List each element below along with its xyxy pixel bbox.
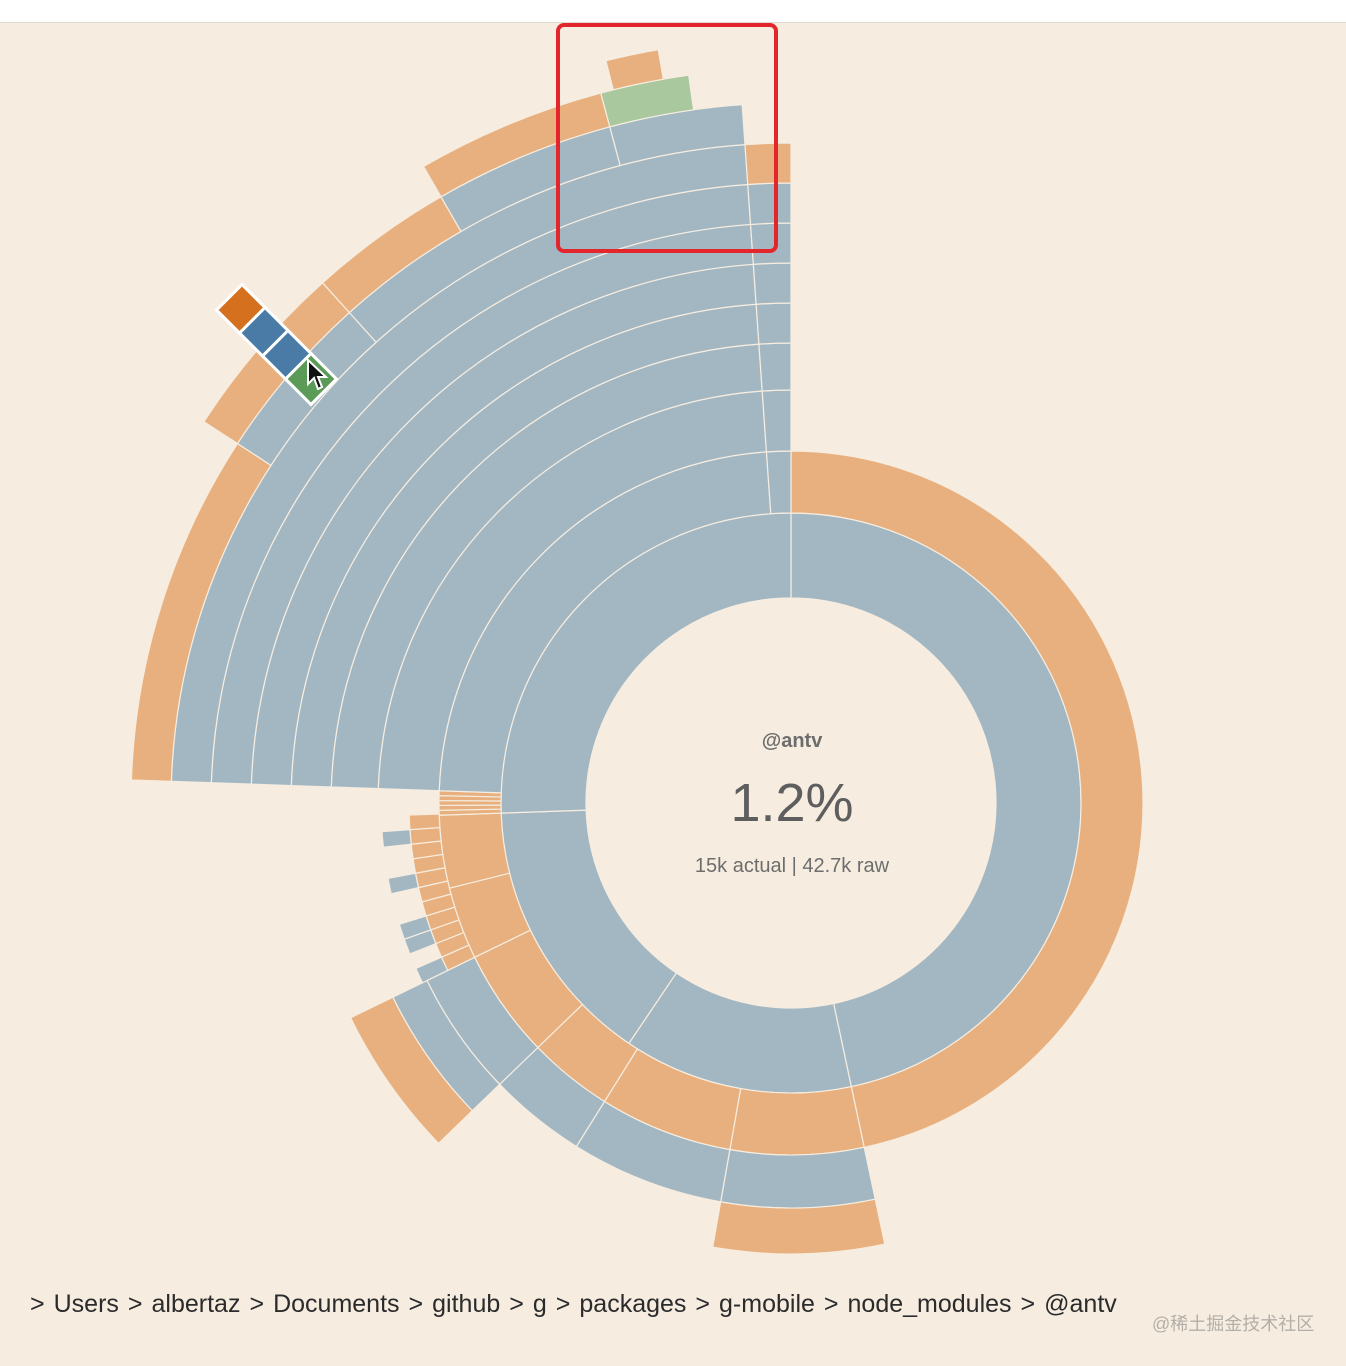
sunburst-overlay	[214, 23, 778, 407]
ring5-file-segment[interactable]	[349, 996, 474, 1145]
ring3-dir-segment[interactable]	[719, 1146, 876, 1209]
outer-file-segment[interactable]	[744, 142, 792, 186]
deep-dir-segment[interactable]	[761, 389, 792, 453]
breadcrumb: > Users > albertaz > Documents > github > g > packa…	[30, 1290, 1126, 1319]
window-top-bar	[0, 0, 1346, 23]
breadcrumb-separator: >	[127, 1290, 143, 1318]
breadcrumb-separator: >	[249, 1290, 265, 1318]
breadcrumb-item[interactable]: albertaz	[151, 1290, 241, 1318]
breadcrumb-item[interactable]: github	[432, 1290, 501, 1318]
breadcrumb-separator: >	[1020, 1290, 1036, 1318]
breadcrumb-separator: >	[408, 1290, 424, 1318]
ring3-file-segment[interactable]	[409, 826, 442, 845]
selection-box	[556, 23, 778, 253]
ring2-dir-segment[interactable]	[765, 450, 792, 515]
watermark: @稀土掘金技术社区	[1152, 1314, 1315, 1334]
breadcrumb-item[interactable]: Documents	[273, 1290, 400, 1318]
breadcrumb-item[interactable]: Users	[53, 1290, 119, 1318]
sunburst-arcs	[130, 48, 1144, 1255]
breadcrumb-item[interactable]: g	[532, 1290, 547, 1318]
breadcrumb-separator: >	[509, 1290, 524, 1318]
ring2-file-segment[interactable]	[790, 450, 1144, 1149]
breadcrumb-separator: >	[555, 1290, 571, 1318]
ring2-file-segment[interactable]	[729, 1085, 865, 1156]
deep-dir-segment[interactable]	[747, 182, 792, 226]
center-label-percent: 1.2%	[730, 773, 854, 833]
breadcrumb-separator: >	[30, 1290, 45, 1318]
breadcrumb-item[interactable]: g-mobile	[719, 1290, 815, 1318]
breadcrumb-item[interactable]: node_modules	[847, 1290, 1012, 1318]
outer-file-segment[interactable]	[605, 48, 665, 91]
ring4-dir-segment[interactable]	[381, 829, 412, 848]
ring4-dir-segment[interactable]	[387, 872, 420, 895]
breadcrumb-item[interactable]: @antv	[1044, 1290, 1117, 1318]
deep-dir-segment[interactable]	[749, 222, 792, 265]
deep-dir-segment[interactable]	[758, 342, 792, 392]
ring3-file-segment[interactable]	[408, 813, 441, 831]
center-label-name: @antv	[761, 730, 823, 752]
mouse-cursor-icon	[307, 358, 329, 391]
breadcrumb-separator: >	[695, 1290, 711, 1318]
deep-dir-segment[interactable]	[755, 302, 792, 345]
center-label-size: 15k actual | 42.7k raw	[694, 855, 890, 877]
deep-dir-segment[interactable]	[752, 262, 792, 305]
breadcrumb-item[interactable]: packages	[579, 1290, 687, 1318]
breadcrumb-separator: >	[823, 1290, 839, 1318]
